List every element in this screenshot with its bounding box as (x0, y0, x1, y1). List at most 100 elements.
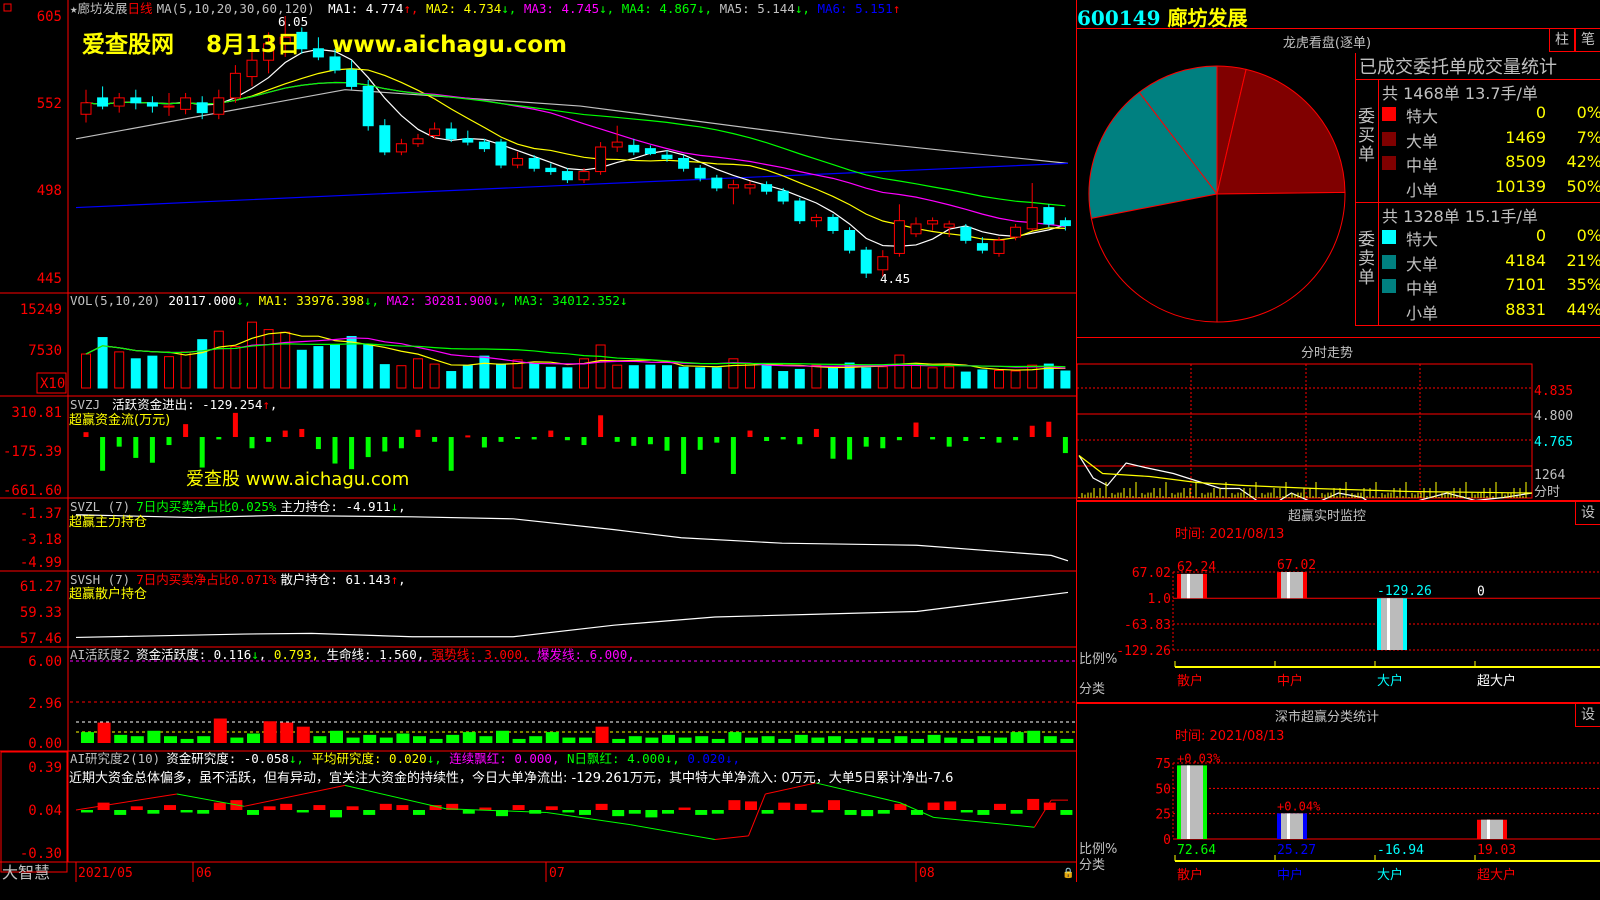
active-bar (662, 734, 675, 743)
volume-tick: 7530 (28, 343, 62, 359)
svzj-bar (1062, 437, 1068, 454)
svzj-bar (614, 437, 620, 442)
order-volume: 8831 (1505, 299, 1546, 319)
svzj-bar (913, 422, 919, 437)
candle-up (229, 72, 241, 99)
svzj-bar (930, 437, 936, 440)
intraday-tick: 4.835 (1534, 384, 1573, 399)
category-label: 大户 (1377, 867, 1403, 882)
order-volume: 4184 (1505, 250, 1546, 270)
category-bar[interactable] (1377, 598, 1407, 650)
order-volume: 1469 (1505, 127, 1546, 147)
volume-bar (413, 358, 423, 389)
category-bar[interactable] (1177, 765, 1207, 839)
research-bar (1060, 810, 1073, 815)
low-price-label: 4.45 (880, 271, 910, 286)
category-bar[interactable] (1477, 819, 1507, 839)
volume-bar (296, 349, 307, 389)
active-bar (180, 738, 194, 743)
kline-chart-area[interactable]: 605 552 498 445 15249 7530 310.81 -175.3… (0, 0, 1076, 882)
stock-title: 600149 廊坊发展 (1077, 2, 1247, 31)
szstats-settings-button[interactable]: 设 (1575, 703, 1600, 727)
ma3-value: MA3: 4.745 (524, 1, 599, 16)
volume-bar (828, 367, 838, 389)
order-percent: 0% (1576, 103, 1600, 122)
research-bar (180, 810, 193, 813)
volume-bar (695, 367, 706, 389)
candle-down (312, 48, 324, 58)
stock-code: 600149 (1077, 6, 1161, 30)
svzl-line (75, 514, 1069, 562)
research-line-segment (244, 784, 346, 807)
order-stat-row: 小单 8831 44% (1382, 299, 1600, 323)
active-bar (728, 732, 742, 743)
volume-bar (114, 351, 125, 389)
research-bar (197, 810, 210, 814)
pie-slice-sell (1138, 65, 1218, 196)
price-tick: 552 (37, 96, 62, 112)
candle-down (1059, 220, 1071, 227)
intraday-chart[interactable]: 4.835 4.800 4.765 1264 分时 (1077, 362, 1600, 500)
ma-params: MA(5,10,20,30,60,120) (157, 1, 315, 16)
svzl-tick: -1.37 (20, 506, 62, 522)
bar-highlight (1187, 765, 1190, 839)
research-bar (263, 806, 276, 810)
volume-bar (728, 358, 739, 389)
research-bar (413, 810, 425, 815)
active-bar (379, 737, 393, 743)
volume-bar (1043, 363, 1054, 389)
active-bar (296, 726, 310, 743)
bar-delta: +0.03% (1177, 751, 1221, 765)
color-swatch (1382, 304, 1396, 318)
research-bar (1043, 802, 1056, 810)
panel-tick: 50 (1155, 782, 1171, 797)
category-bar[interactable] (1177, 573, 1207, 599)
active-bar (977, 736, 991, 743)
volume-bar (745, 363, 755, 389)
candle-down (362, 85, 374, 127)
monitor-settings-button[interactable]: 设 (1575, 501, 1600, 525)
svzj-bar (979, 437, 985, 439)
research-bar (379, 803, 392, 810)
window-restore-icon[interactable] (3, 3, 12, 12)
candle-down (379, 125, 391, 153)
order-volume: 0 (1535, 226, 1546, 245)
volume-unit-box[interactable] (36, 372, 67, 394)
active-bar (496, 730, 509, 743)
svsh-tick: 57.46 (20, 631, 62, 647)
price-tick: 445 (37, 271, 62, 287)
volume-bar (595, 344, 606, 389)
bar-view-button[interactable]: 柱 (1549, 28, 1575, 52)
research-bar (247, 810, 259, 815)
research-bar (828, 800, 840, 810)
panel-tick: 25 (1155, 808, 1171, 823)
svzj-bar (498, 437, 504, 442)
order-type: 小单 (1406, 180, 1439, 200)
order-percent: 35% (1566, 275, 1600, 294)
candle-up (943, 223, 955, 228)
order-volume: 8509 (1505, 152, 1546, 171)
svzj-bar (266, 437, 272, 442)
candle-down (628, 144, 640, 153)
candle-up (595, 146, 607, 173)
active-bar (994, 737, 1007, 743)
volume-bar (844, 362, 855, 389)
active-bar (678, 737, 692, 743)
volume-bar (479, 355, 490, 389)
bar-delta: +0.04% (1277, 799, 1321, 813)
svzj-bar (481, 437, 487, 448)
bar-body (1181, 573, 1203, 599)
stroke-view-button[interactable]: 笔 (1575, 28, 1600, 52)
volume-header: VOL(5,10,20) 20117.000↓, MA1: 33976.398↓,… (70, 293, 627, 308)
lock-icon[interactable]: 🔒 (1062, 867, 1074, 879)
category-bar[interactable] (1277, 572, 1307, 599)
volume-bar (612, 364, 623, 389)
category-bar[interactable] (1277, 813, 1307, 839)
svzj-bar (332, 437, 338, 464)
volume-bar (562, 367, 573, 389)
order-volume: 7101 (1505, 275, 1546, 294)
research-bar (844, 810, 857, 815)
active-bar (695, 736, 709, 743)
research-bar (313, 805, 326, 810)
research-line-segment (176, 793, 245, 807)
